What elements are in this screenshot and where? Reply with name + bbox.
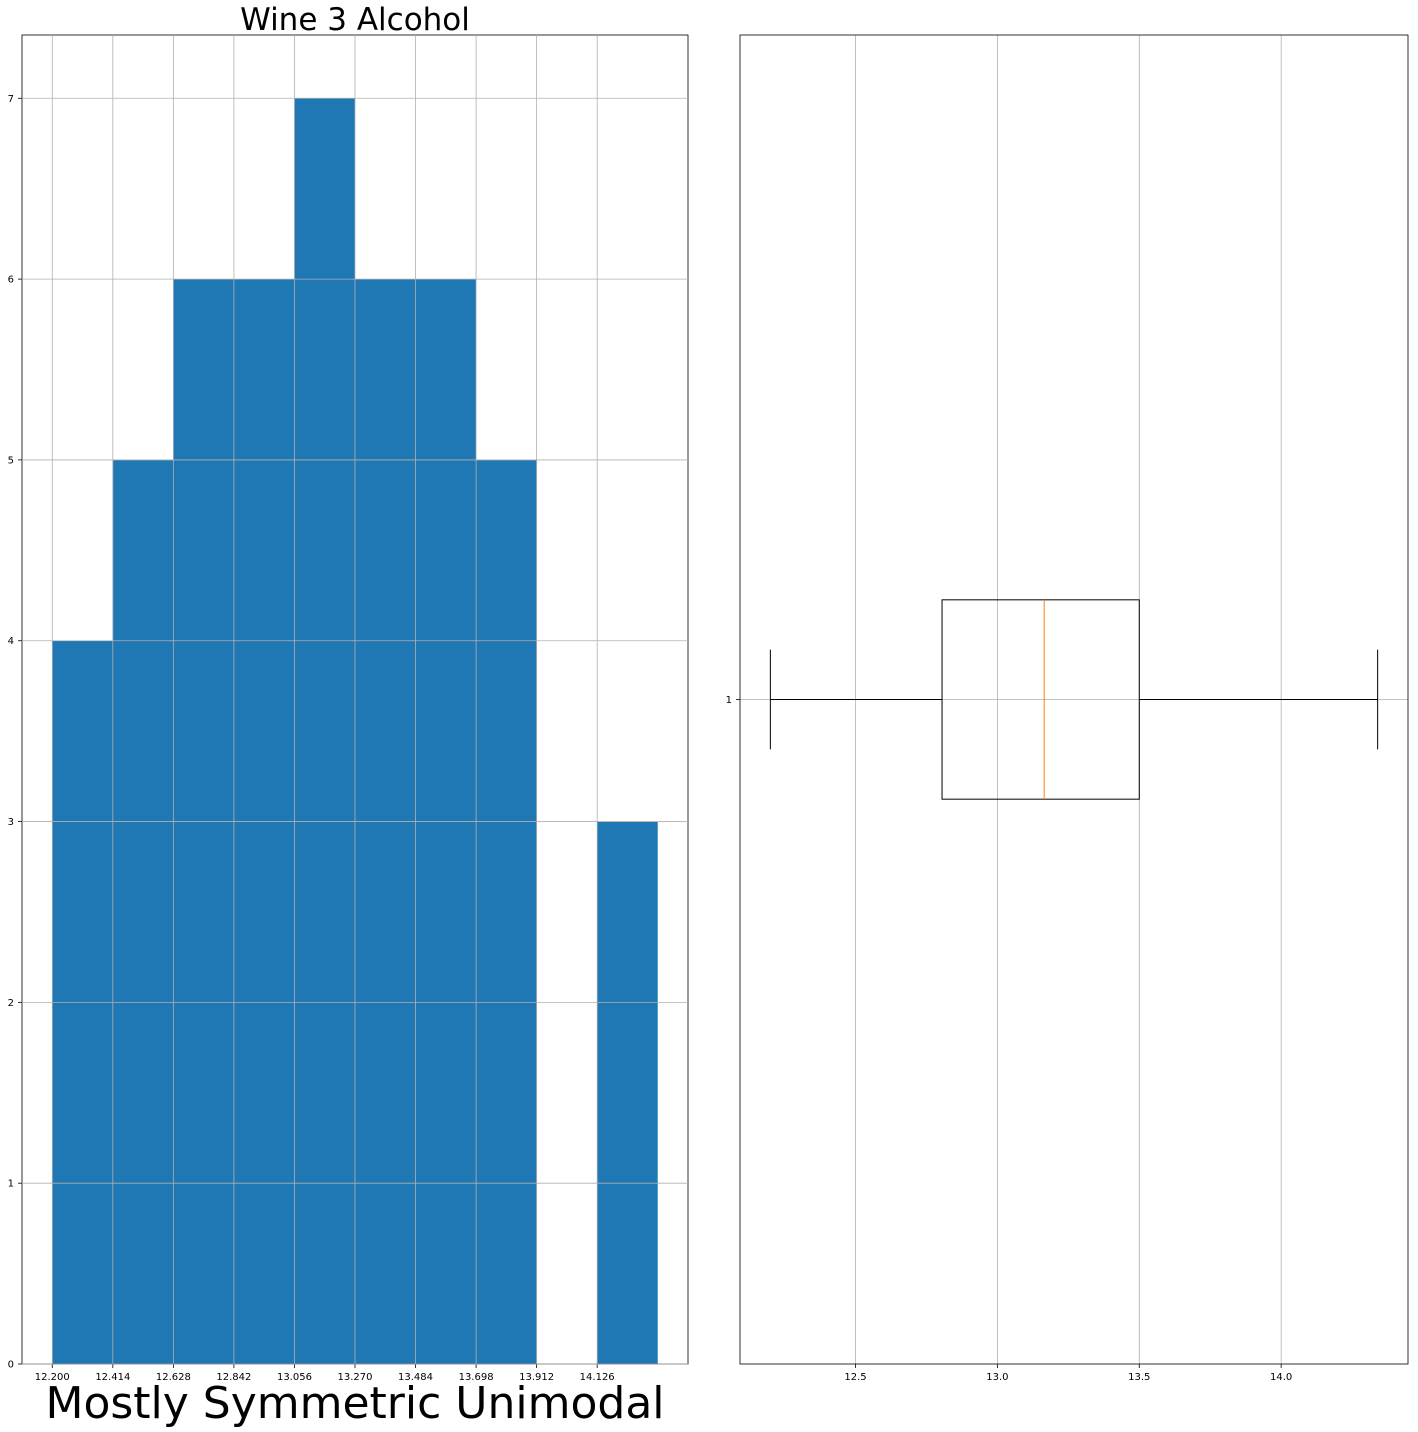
histogram-title: Wine 3 Alcohol <box>240 2 470 38</box>
histogram-y-tick-label: 6 <box>8 275 14 286</box>
histogram-y-tick-label: 5 <box>8 455 14 466</box>
histogram-y-tick-label: 0 <box>8 1360 14 1371</box>
histogram-y-tick-label: 4 <box>8 636 14 647</box>
histogram-y-ticks: 0 1 2 3 4 5 6 7 <box>8 94 688 1371</box>
histogram-y-tick-label: 1 <box>8 1179 14 1190</box>
boxplot-x-tick-label: 14.0 <box>1270 1372 1292 1383</box>
boxplot-x-tick-label: 12.5 <box>844 1372 866 1383</box>
boxplot-panel: 12.5 13.0 13.5 14.0 1 <box>726 34 1409 1383</box>
histogram-bar <box>112 459 174 1365</box>
boxplot-y-tick-label: 1 <box>726 695 732 706</box>
histogram-bar <box>597 821 658 1364</box>
histogram-panel: 12.200 12.414 12.628 12.842 13.056 13.270 13.4… <box>8 2 689 1429</box>
histogram-x-tick-label: 12.842 <box>216 1372 251 1383</box>
boxplot-x-tick-label: 13.0 <box>986 1372 1008 1383</box>
boxplot-box <box>941 599 1140 800</box>
histogram-x-tick-label: 14.126 <box>580 1372 615 1383</box>
histogram-x-tick-label: 12.200 <box>35 1372 70 1383</box>
histogram-bar <box>294 98 355 1364</box>
histogram-x-tick-label: 13.698 <box>459 1372 494 1383</box>
histogram-y-tick-label: 2 <box>8 998 14 1009</box>
histogram-y-tick-label: 3 <box>8 817 14 828</box>
boxplot-x-tick-label: 13.5 <box>1128 1372 1150 1383</box>
boxplot-marks <box>769 599 1379 800</box>
histogram-bar <box>476 459 537 1365</box>
histogram-x-tick-label: 13.056 <box>277 1372 312 1383</box>
histogram-x-label: Mostly Symmetric Unimodal <box>45 1378 664 1429</box>
histogram-x-tick-label: 12.628 <box>156 1372 191 1383</box>
histogram-x-tick-label: 13.912 <box>519 1372 554 1383</box>
histogram-y-tick-label: 7 <box>8 94 14 105</box>
histogram-x-ticks: 12.200 12.414 12.628 12.842 13.056 13.270 13.4… <box>35 35 615 1383</box>
boxplot-y-ticks: 1 <box>726 695 740 706</box>
histogram-x-tick-label: 13.484 <box>398 1372 433 1383</box>
histogram-x-tick-label: 13.270 <box>338 1372 373 1383</box>
histogram-x-tick-label: 12.414 <box>95 1372 130 1383</box>
boxplot-x-ticks: 12.5 13.0 13.5 14.0 <box>844 1364 1292 1383</box>
